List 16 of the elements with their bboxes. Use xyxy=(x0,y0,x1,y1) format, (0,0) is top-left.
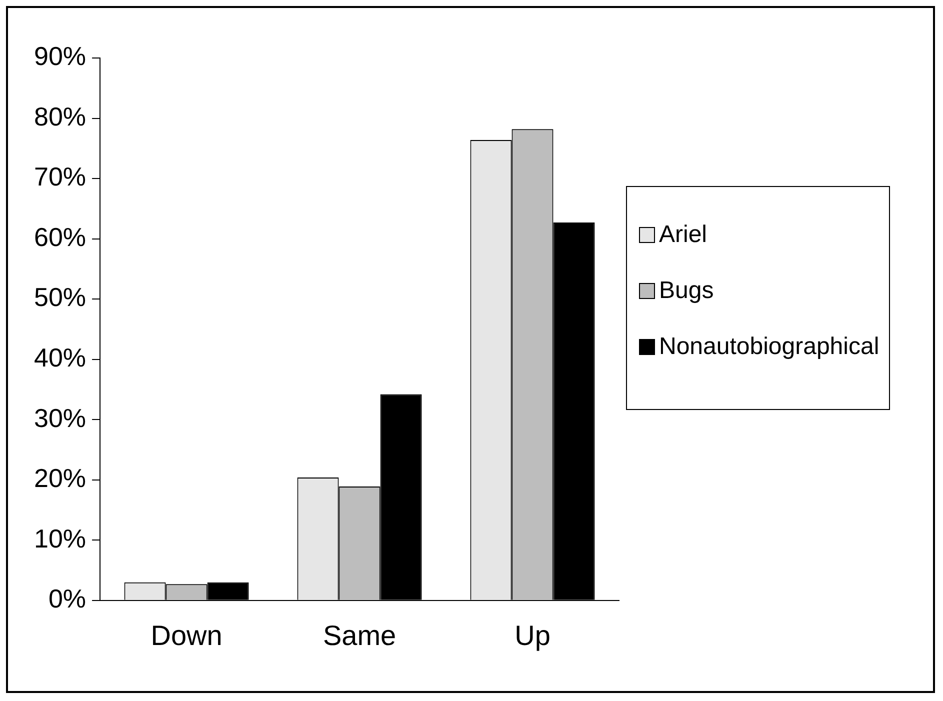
legend-label: Nonautobiographical xyxy=(659,333,880,361)
y-tick-label: 20% xyxy=(34,463,86,494)
x-tick-label: Down xyxy=(150,620,222,651)
legend-label: Ariel xyxy=(659,221,708,249)
y-tick-label: 80% xyxy=(34,101,86,132)
y-tick-label: 0% xyxy=(48,584,86,614)
y-tick-label: 70% xyxy=(34,162,86,192)
y-tick-label: 90% xyxy=(34,41,86,72)
y-tick-label: 50% xyxy=(34,282,86,312)
x-tick-label: Up xyxy=(514,620,550,651)
x-tick-label: Same xyxy=(322,620,396,651)
y-tick-label: 40% xyxy=(34,342,86,373)
legend-label: Bugs xyxy=(659,277,714,305)
y-tick-label: 30% xyxy=(34,402,86,433)
y-tick-label: 60% xyxy=(34,222,86,252)
y-tick-label: 10% xyxy=(34,523,86,554)
